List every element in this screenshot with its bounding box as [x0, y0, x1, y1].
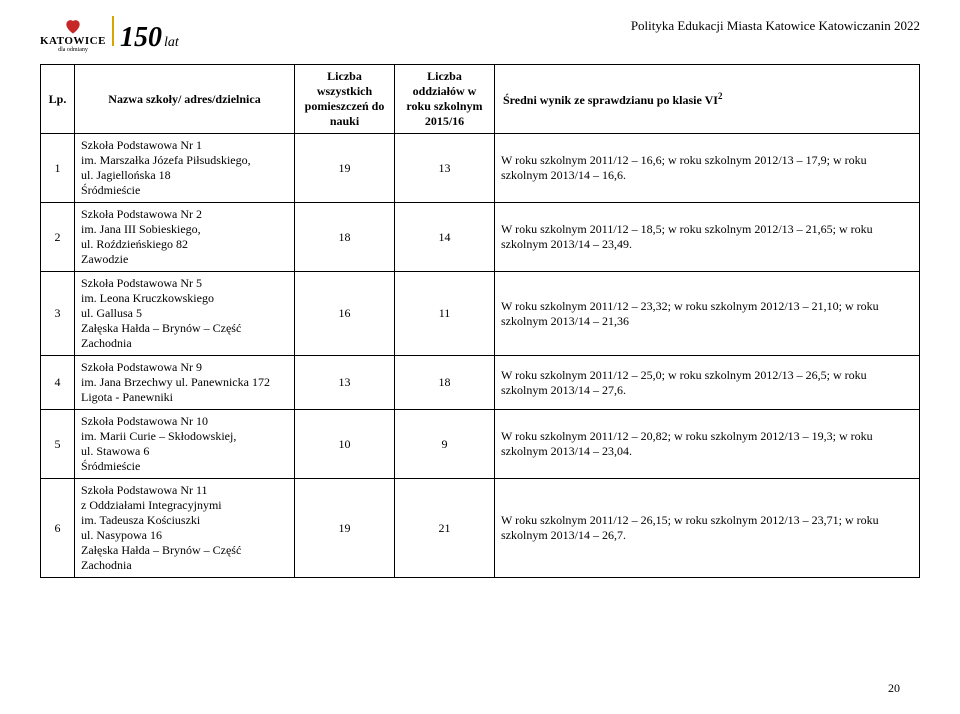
col-outcome-sup: 2	[718, 91, 723, 101]
city-name: KATOWICE	[40, 36, 106, 47]
cell-lp: 1	[41, 134, 75, 203]
anniversary-badge: 150 lat	[112, 16, 179, 54]
logo-area: KATOWICE dla odmiany 150 lat	[40, 16, 179, 54]
anniversary-number: 150	[120, 22, 162, 54]
table-container: Lp. Nazwa szkoły/ adres/dzielnica Liczba…	[40, 64, 920, 578]
document-title: Polityka Edukacji Miasta Katowice Katowi…	[631, 18, 920, 34]
cell-rooms: 19	[295, 479, 395, 578]
cell-lp: 5	[41, 410, 75, 479]
cell-outcome: W roku szkolnym 2011/12 – 25,0; w roku s…	[495, 356, 920, 410]
cell-name: Szkoła Podstawowa Nr 2im. Jana III Sobie…	[75, 203, 295, 272]
page-number: 20	[888, 681, 900, 696]
table-row: 6 Szkoła Podstawowa Nr 11z Oddziałami In…	[41, 479, 920, 578]
cell-outcome: W roku szkolnym 2011/12 – 20,82; w roku …	[495, 410, 920, 479]
col-rooms: Liczba wszystkich pomieszczeń do nauki	[295, 65, 395, 134]
table-header-row: Lp. Nazwa szkoły/ adres/dzielnica Liczba…	[41, 65, 920, 134]
cell-name: Szkoła Podstawowa Nr 11z Oddziałami Inte…	[75, 479, 295, 578]
cell-rooms: 16	[295, 272, 395, 356]
cell-outcome: W roku szkolnym 2011/12 – 26,15; w roku …	[495, 479, 920, 578]
table-row: 5 Szkoła Podstawowa Nr 10 im. Marii Curi…	[41, 410, 920, 479]
cell-outcome: W roku szkolnym 2011/12 – 16,6; w roku s…	[495, 134, 920, 203]
header-row: KATOWICE dla odmiany 150 lat Polityka Ed…	[40, 16, 920, 54]
cell-outcome: W roku szkolnym 2011/12 – 18,5; w roku s…	[495, 203, 920, 272]
cell-rooms: 13	[295, 356, 395, 410]
cell-lp: 4	[41, 356, 75, 410]
anniversary-suffix: lat	[164, 35, 179, 51]
cell-name: Szkoła Podstawowa Nr 5im. Leona Kruczkow…	[75, 272, 295, 356]
cell-rooms: 10	[295, 410, 395, 479]
col-outcome: Średni wynik ze sprawdzianu po klasie VI…	[495, 65, 920, 134]
anniversary-bar	[112, 16, 114, 46]
cell-units: 11	[395, 272, 495, 356]
cell-units: 9	[395, 410, 495, 479]
col-units: Liczba oddziałów w roku szkolnym 2015/16	[395, 65, 495, 134]
cell-rooms: 19	[295, 134, 395, 203]
cell-lp: 2	[41, 203, 75, 272]
cell-units: 14	[395, 203, 495, 272]
col-name: Nazwa szkoły/ adres/dzielnica	[75, 65, 295, 134]
table-row: 2 Szkoła Podstawowa Nr 2im. Jana III Sob…	[41, 203, 920, 272]
table-row: 3 Szkoła Podstawowa Nr 5im. Leona Kruczk…	[41, 272, 920, 356]
city-logo: KATOWICE dla odmiany	[40, 16, 106, 53]
cell-outcome: W roku szkolnym 2011/12 – 23,32; w roku …	[495, 272, 920, 356]
schools-table: Lp. Nazwa szkoły/ adres/dzielnica Liczba…	[40, 64, 920, 578]
col-outcome-text: Średni wynik ze sprawdzianu po klasie VI	[503, 93, 718, 107]
cell-units: 18	[395, 356, 495, 410]
table-row: 1 Szkoła Podstawowa Nr 1 im. Marszałka J…	[41, 134, 920, 203]
table-row: 4 Szkoła Podstawowa Nr 9 im. Jana Brzech…	[41, 356, 920, 410]
cell-units: 13	[395, 134, 495, 203]
cell-rooms: 18	[295, 203, 395, 272]
cell-name: Szkoła Podstawowa Nr 10 im. Marii Curie …	[75, 410, 295, 479]
col-lp: Lp.	[41, 65, 75, 134]
document-page: KATOWICE dla odmiany 150 lat Polityka Ed…	[0, 0, 960, 714]
city-tagline: dla odmiany	[58, 47, 88, 53]
cell-lp: 6	[41, 479, 75, 578]
cell-name: Szkoła Podstawowa Nr 9 im. Jana Brzechwy…	[75, 356, 295, 410]
table-body: 1 Szkoła Podstawowa Nr 1 im. Marszałka J…	[41, 134, 920, 578]
cell-lp: 3	[41, 272, 75, 356]
cell-name: Szkoła Podstawowa Nr 1 im. Marszałka Józ…	[75, 134, 295, 203]
heart-icon	[62, 16, 84, 36]
cell-units: 21	[395, 479, 495, 578]
